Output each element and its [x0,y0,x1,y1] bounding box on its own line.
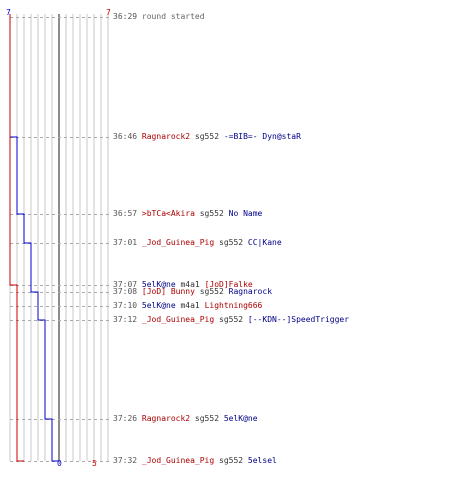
killer-name: Ragnarock2 [141,414,191,423]
blue-end-count: 0 [57,459,62,468]
victim-name: -=BIB=- Dyn@staR [223,132,301,141]
event-time: 37:08 [113,287,138,296]
event-row: 37:01 _Jod_Guinea_Pig sg552 CC|Kane [113,238,282,248]
event-row: 37:32 _Jod_Guinea_Pig sg552 5elsel [113,456,277,466]
weapon-name: sg552 [194,132,220,141]
event-time: 37:26 [113,414,138,423]
grid-lines [9,14,109,461]
victim-name: Lightning666 [204,301,263,310]
weapon-name: sg552 [219,315,244,324]
red-team-line [9,14,24,462]
victim-name: [JoD]Falke [204,280,253,289]
event-time: 37:07 [113,280,138,289]
killer-name: [JoD] Bunny [141,287,195,296]
event-time: 37:01 [113,238,138,247]
event-row: 37:26 Ragnarock2 sg552 5elK@ne [113,414,258,424]
event-text: round started [141,12,205,21]
red-end-count: 5 [92,459,97,468]
victim-name: Ragnarock [228,287,273,296]
weapon-name: sg552 [199,209,224,218]
weapon-name: m4a1 [180,280,200,289]
killer-name: Ragnarock2 [141,132,191,141]
event-row: 37:12 _Jod_Guinea_Pig sg552 [--KDN--]Spe… [113,315,349,325]
killer-name: 5elK@ne [141,280,176,289]
victim-name: 5elsel [247,456,277,465]
blue-team-line [9,14,59,462]
victim-name: CC|Kane [247,238,282,247]
event-row: 36:46 Ragnarock2 sg552 -=BIB=- Dyn@staR [113,132,301,142]
red-start-count: 7 [106,8,111,17]
weapon-name: m4a1 [180,301,200,310]
event-row: 36:29 round started [113,12,205,22]
event-time: 36:57 [113,209,138,218]
victim-name: No Name [228,209,263,218]
killer-name: 5elK@ne [141,301,176,310]
event-time: 37:10 [113,301,138,310]
weapon-name: sg552 [194,414,220,423]
blue-start-count: 7 [6,8,11,17]
event-row: 37:07 5elK@ne m4a1 [JoD]Falke [113,280,253,290]
event-time: 36:46 [113,132,138,141]
event-row: 37:10 5elK@ne m4a1 Lightning666 [113,301,262,311]
event-guide-lines [10,17,110,462]
event-row: 37:08 [JoD] Bunny sg552 Ragnarock [113,287,272,297]
weapon-name: sg552 [199,287,224,296]
event-time: 37:32 [113,456,138,465]
event-row: 36:57 >bTCa<Akira sg552 No Name [113,209,262,219]
killer-name: _Jod_Guinea_Pig [141,238,215,247]
victim-name: 5elK@ne [223,414,258,423]
weapon-name: sg552 [219,238,244,247]
victim-name: [--KDN--]SpeedTrigger [247,315,350,324]
event-time: 37:12 [113,315,138,324]
killer-name: _Jod_Guinea_Pig [141,315,215,324]
killer-name: >bTCa<Akira [141,209,195,218]
killer-name: _Jod_Guinea_Pig [141,456,215,465]
event-time: 36:29 [113,12,138,21]
weapon-name: sg552 [219,456,244,465]
